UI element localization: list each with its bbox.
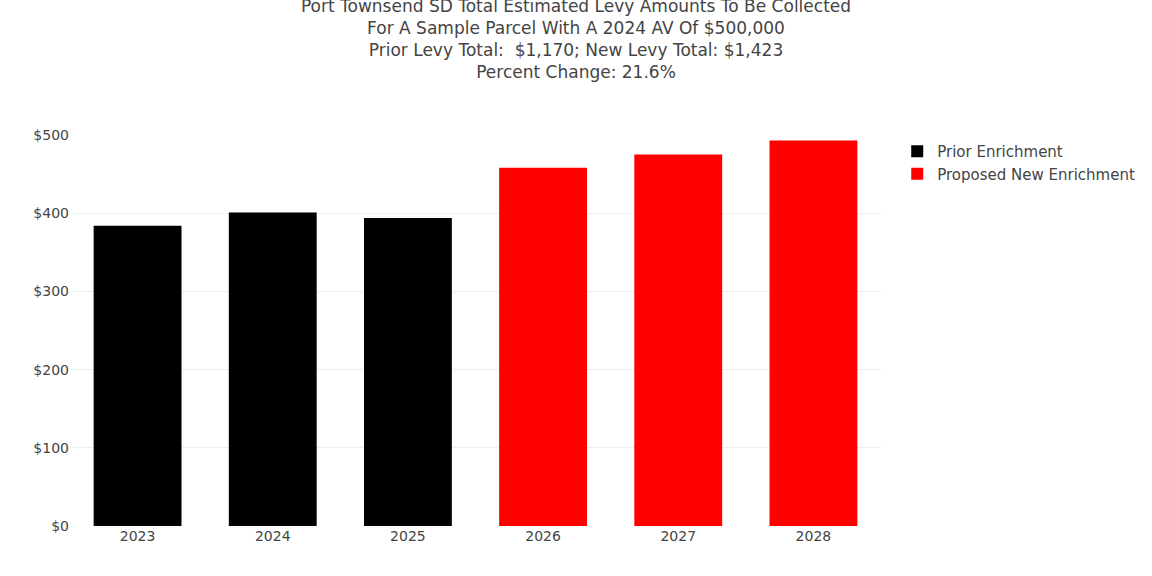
- svg-text:$500: $500: [33, 127, 69, 143]
- svg-text:2023: 2023: [120, 528, 156, 544]
- svg-text:2027: 2027: [660, 528, 696, 544]
- svg-text:$200: $200: [33, 362, 69, 378]
- svg-text:Port Townsend SD Total Estimat: Port Townsend SD Total Estimated Levy Am…: [301, 0, 851, 82]
- svg-text:2026: 2026: [525, 528, 561, 544]
- svg-text:$300: $300: [33, 283, 69, 299]
- svg-text:2028: 2028: [796, 528, 832, 544]
- svg-text:2025: 2025: [390, 528, 426, 544]
- svg-text:2024: 2024: [255, 528, 291, 544]
- svg-text:Prior Enrichment: Prior Enrichment: [937, 143, 1063, 161]
- svg-text:Proposed New Enrichment: Proposed New Enrichment: [937, 166, 1135, 184]
- svg-text:$400: $400: [33, 205, 69, 221]
- svg-text:$0: $0: [51, 518, 69, 534]
- svg-text:$100: $100: [33, 440, 69, 456]
